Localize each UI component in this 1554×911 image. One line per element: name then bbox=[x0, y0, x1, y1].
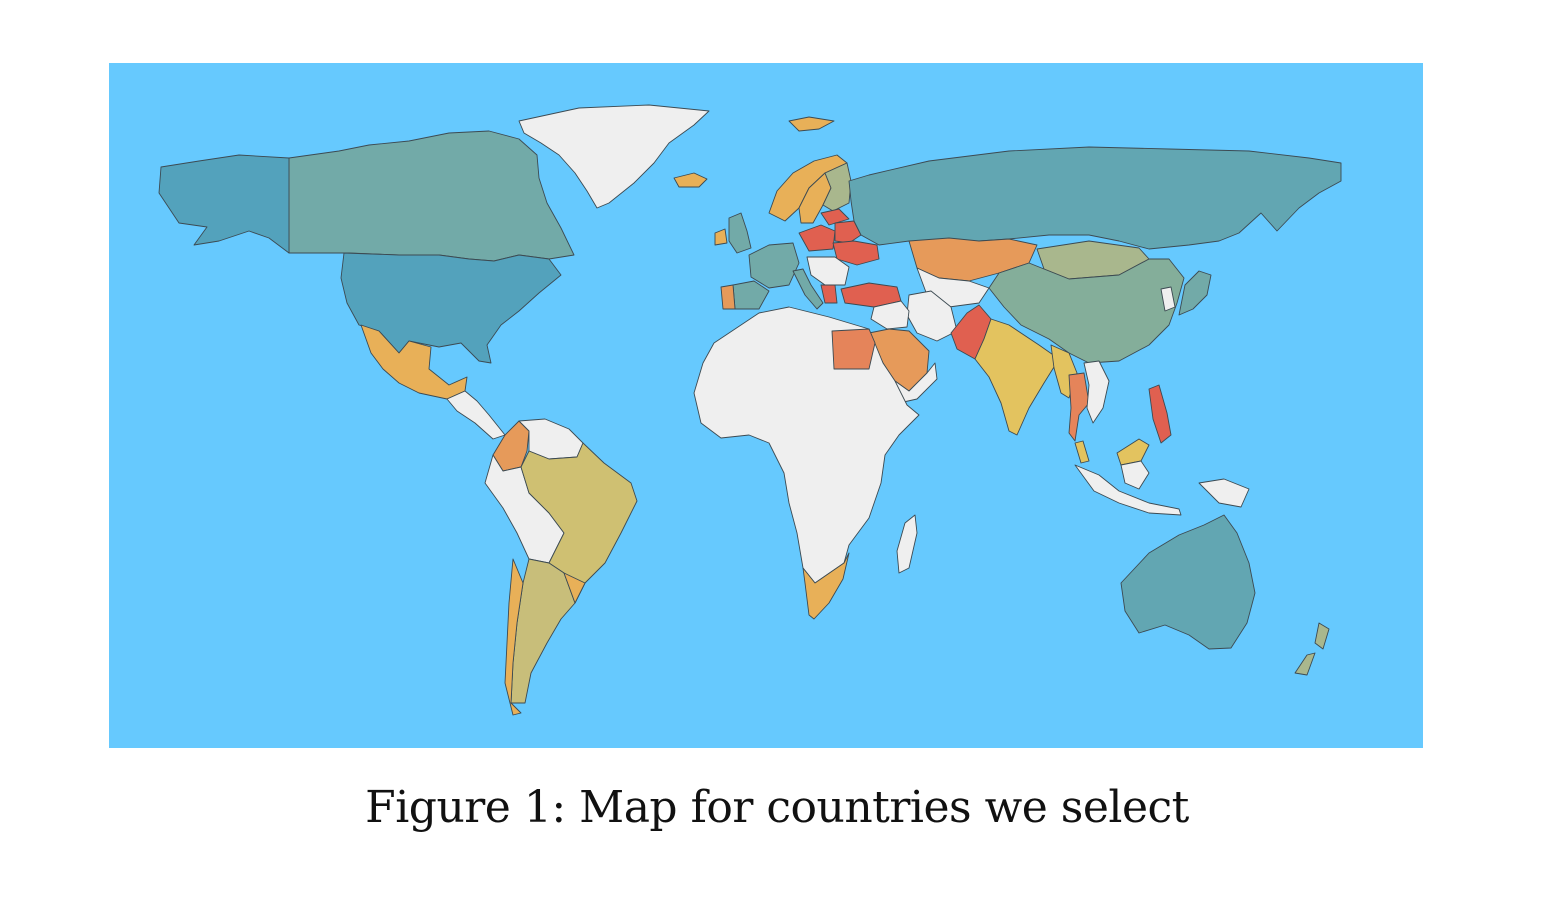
region-uk bbox=[728, 212, 752, 254]
region-japan bbox=[1178, 270, 1212, 316]
region-chile bbox=[504, 558, 524, 716]
region-new-zealand bbox=[1294, 622, 1330, 676]
region-poland bbox=[798, 224, 836, 252]
region-greenland bbox=[518, 104, 710, 209]
region-papua bbox=[1198, 478, 1250, 508]
region-korea bbox=[1160, 286, 1176, 312]
region-philippines bbox=[1148, 384, 1172, 444]
region-egypt bbox=[831, 328, 876, 370]
region-belarus bbox=[834, 220, 862, 244]
region-australia bbox=[1120, 514, 1256, 650]
region-south-africa bbox=[802, 552, 850, 620]
region-finland bbox=[822, 162, 852, 212]
world-map-svg bbox=[109, 63, 1423, 748]
region-svalbard bbox=[788, 116, 835, 132]
region-uruguay bbox=[563, 572, 586, 604]
region-thailand bbox=[1068, 372, 1090, 442]
region-iran bbox=[906, 290, 958, 342]
region-portugal bbox=[720, 284, 736, 310]
region-alaska bbox=[158, 154, 290, 254]
region-greece bbox=[820, 284, 838, 304]
region-india bbox=[974, 318, 1060, 436]
region-iceland bbox=[673, 172, 708, 188]
region-malaysia bbox=[1074, 438, 1150, 466]
region-baltics bbox=[820, 208, 850, 226]
region-balkans bbox=[806, 256, 850, 286]
region-ireland bbox=[714, 228, 728, 246]
region-china bbox=[988, 258, 1185, 364]
region-vietnam-laos bbox=[1083, 360, 1110, 424]
figure-caption: Figure 1: Map for countries we select bbox=[365, 782, 1189, 833]
region-brazil bbox=[520, 442, 638, 604]
region-italy bbox=[792, 268, 824, 310]
region-mexico bbox=[360, 324, 468, 400]
region-russia bbox=[848, 146, 1342, 250]
region-indonesia bbox=[1074, 460, 1182, 516]
region-iraq-syria bbox=[870, 300, 910, 330]
region-madagascar bbox=[896, 514, 918, 574]
world-map bbox=[109, 63, 1423, 748]
region-africa bbox=[693, 306, 920, 584]
